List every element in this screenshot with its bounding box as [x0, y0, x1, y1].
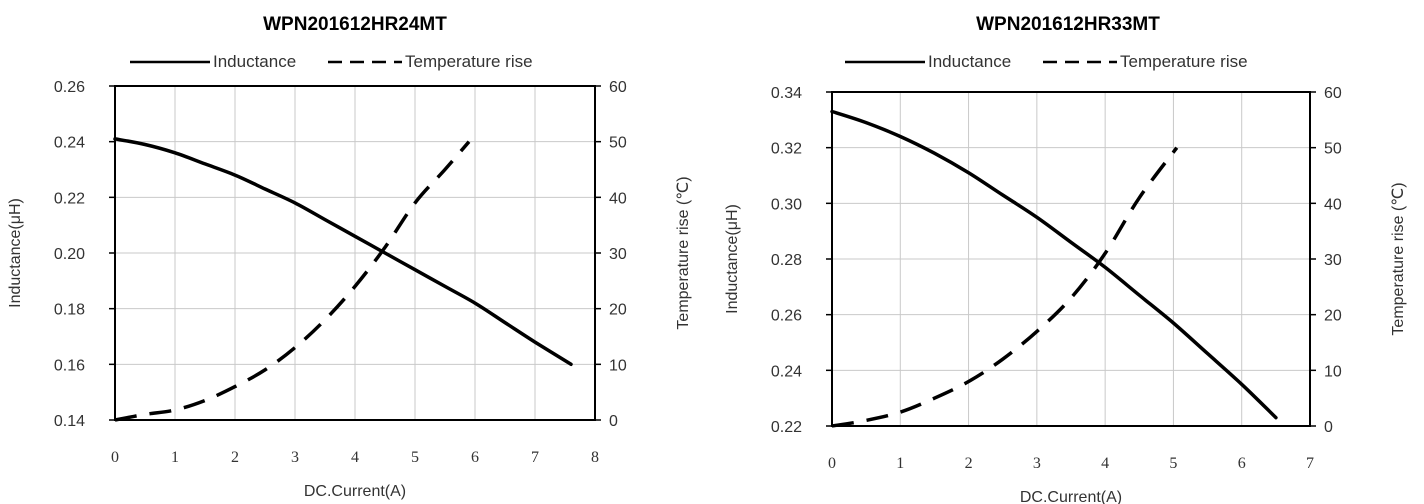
- x-tick-label: 0: [828, 455, 836, 472]
- y-axis-label: Inductance(μH): [724, 204, 741, 314]
- y2-tick-label: 0: [609, 413, 618, 430]
- x-axis-label: DC.Current(A): [304, 483, 406, 500]
- y2-axis-label: Temperature rise (℃): [1390, 182, 1407, 335]
- x-tick-label: 6: [471, 449, 479, 466]
- x-axis-label: DC.Current(A): [1020, 489, 1122, 504]
- y-tick-label: 0.18: [54, 302, 85, 319]
- chart-title: WPN201612HR24MT: [263, 14, 447, 35]
- y-tick-label: 0.24: [771, 363, 802, 380]
- y2-tick-label: 20: [609, 302, 627, 319]
- y2-tick-label: 30: [609, 246, 627, 263]
- legend-inductance-label: Inductance: [928, 52, 1011, 71]
- chart-panel-2: WPN201612HR33MT 0.22 0.24 0.26 0.28 0.30 0.32 0…: [724, 14, 1407, 504]
- x-tick-label: 2: [965, 455, 973, 472]
- x-tick-label: 5: [411, 449, 419, 466]
- y2-tick-label: 60: [609, 79, 627, 96]
- x-tick-label: 3: [291, 449, 299, 466]
- y-tick-label: 0.16: [54, 357, 85, 374]
- x-tick-label: 1: [896, 455, 904, 472]
- chart-title: WPN201612HR33MT: [976, 14, 1160, 35]
- y-tick-label: 0.34: [771, 85, 802, 102]
- x-tick-label: 7: [1306, 455, 1314, 472]
- y-tick-label: 0.22: [771, 419, 802, 436]
- x-tick-label: 6: [1238, 455, 1246, 472]
- x-tick-label: 4: [351, 449, 359, 466]
- y-axis-label: Inductance(μH): [7, 198, 24, 308]
- y-tick-label: 0.14: [54, 413, 85, 430]
- x-tick-label: 3: [1033, 455, 1041, 472]
- y-tick-label: 0.20: [54, 246, 85, 263]
- x-tick-label: 5: [1169, 455, 1177, 472]
- y-tick-label: 0.32: [771, 141, 802, 158]
- x-tick-label: 4: [1101, 455, 1109, 472]
- y2-tick-label: 10: [609, 357, 627, 374]
- legend-temperature-label: Temperature rise: [1120, 52, 1248, 71]
- y2-tick-label: 10: [1324, 363, 1342, 380]
- y-tick-label: 0.26: [54, 79, 85, 96]
- y2-tick-label: 20: [1324, 308, 1342, 325]
- inductance-line: [830, 109, 1278, 420]
- y-tick-label: 0.24: [54, 135, 85, 152]
- y-tick-label: 0.30: [771, 196, 802, 213]
- y2-tick-label: 50: [1324, 141, 1342, 158]
- y2-tick-label: 50: [609, 135, 627, 152]
- y2-tick-label: 60: [1324, 85, 1342, 102]
- x-tick-label: 8: [591, 449, 599, 466]
- y2-axis-label: Temperature rise (℃): [675, 176, 692, 329]
- inductance-line: [113, 137, 573, 367]
- x-tick-label: 1: [171, 449, 179, 466]
- x-tick-label: 0: [111, 449, 119, 466]
- y2-tick-label: 0: [1324, 419, 1333, 436]
- y-tick-label: 0.26: [771, 308, 802, 325]
- legend-inductance-label: Inductance: [213, 52, 296, 71]
- temperature-rise-line: [831, 146, 1179, 428]
- temperature-rise-line: [114, 140, 471, 422]
- legend-temperature-label: Temperature rise: [405, 52, 533, 71]
- y2-tick-label: 40: [1324, 196, 1342, 213]
- x-tick-label: 2: [231, 449, 239, 466]
- y2-tick-label: 40: [609, 190, 627, 207]
- y-tick-label: 0.22: [54, 190, 85, 207]
- chart-panel-1: WPN201612HR24MT 0.14 0.16 0.18 0.20 0.22 0.24 0…: [7, 14, 692, 500]
- y2-tick-label: 30: [1324, 252, 1342, 269]
- y-tick-label: 0.28: [771, 252, 802, 269]
- x-tick-label: 7: [531, 449, 539, 466]
